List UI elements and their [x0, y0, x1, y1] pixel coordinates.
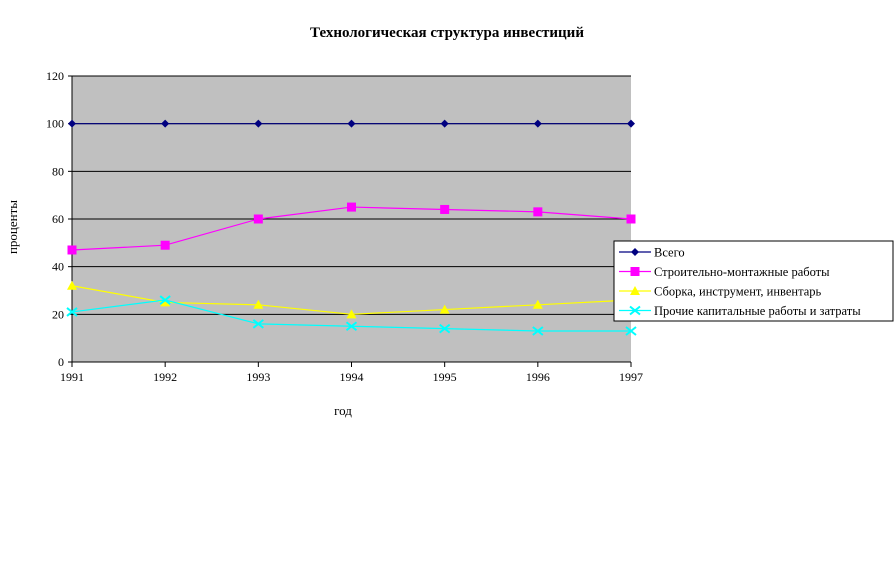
x-tick-label: 1996	[526, 370, 550, 384]
data-point	[625, 326, 637, 336]
series-3	[66, 295, 637, 336]
legend-label: Прочие капитальные работы и затраты	[654, 304, 861, 318]
x-tick-label: 1991	[60, 370, 84, 384]
legend: Всего Строительно-монтажные работы Сборка,…	[613, 240, 894, 322]
data-point	[254, 119, 263, 128]
data-point	[66, 307, 78, 317]
series-2	[67, 280, 636, 319]
data-point	[253, 299, 264, 309]
legend-label: Всего	[654, 246, 685, 260]
data-point	[533, 207, 543, 217]
x-tick-label: 1994	[340, 370, 364, 384]
data-point	[347, 119, 356, 128]
data-point	[67, 245, 77, 255]
legend-box	[613, 240, 894, 322]
legend-marker	[629, 305, 641, 316]
chart-title: Технологическая структура инвестиций	[310, 25, 584, 41]
legend-marker	[630, 286, 640, 295]
y-tick-label: 80	[52, 164, 64, 178]
data-point	[160, 297, 171, 307]
legend-label: Сборка, инструмент, инвентарь	[654, 285, 822, 299]
data-point	[439, 304, 450, 314]
x-tick-label: 1997	[619, 370, 643, 384]
data-point	[347, 202, 356, 212]
legend-marker	[630, 267, 640, 276]
y-tick-label: 100	[46, 117, 64, 131]
series-0	[68, 119, 635, 128]
data-point	[346, 309, 357, 319]
data-point	[532, 326, 544, 336]
data-point	[440, 204, 450, 214]
data-point	[160, 240, 170, 250]
data-point	[440, 119, 449, 128]
data-point	[626, 214, 636, 224]
x-tick-label: 1992	[153, 370, 177, 384]
x-tick-label: 1995	[433, 370, 457, 384]
y-tick-label: 120	[46, 69, 64, 83]
data-point	[253, 214, 263, 224]
data-point	[345, 321, 358, 332]
y-tick-label: 40	[52, 260, 64, 274]
y-tick-label: 60	[52, 212, 64, 226]
data-point	[67, 280, 77, 290]
data-point	[533, 119, 542, 128]
data-point	[439, 323, 451, 334]
x-axis-label: год	[334, 403, 352, 418]
y-axis-label: проценты	[5, 200, 20, 254]
legend-marker	[631, 248, 639, 256]
data-point	[68, 119, 76, 128]
data-point	[627, 119, 635, 128]
data-point	[159, 295, 171, 305]
data-point	[252, 319, 264, 329]
data-point	[532, 299, 543, 309]
legend-label: Строительно-монтажные работы	[654, 265, 830, 279]
y-tick-label: 0	[58, 355, 64, 369]
series-1	[67, 202, 636, 255]
y-tick-label: 20	[52, 307, 64, 321]
x-tick-label: 1993	[246, 370, 270, 384]
data-point	[161, 119, 170, 128]
